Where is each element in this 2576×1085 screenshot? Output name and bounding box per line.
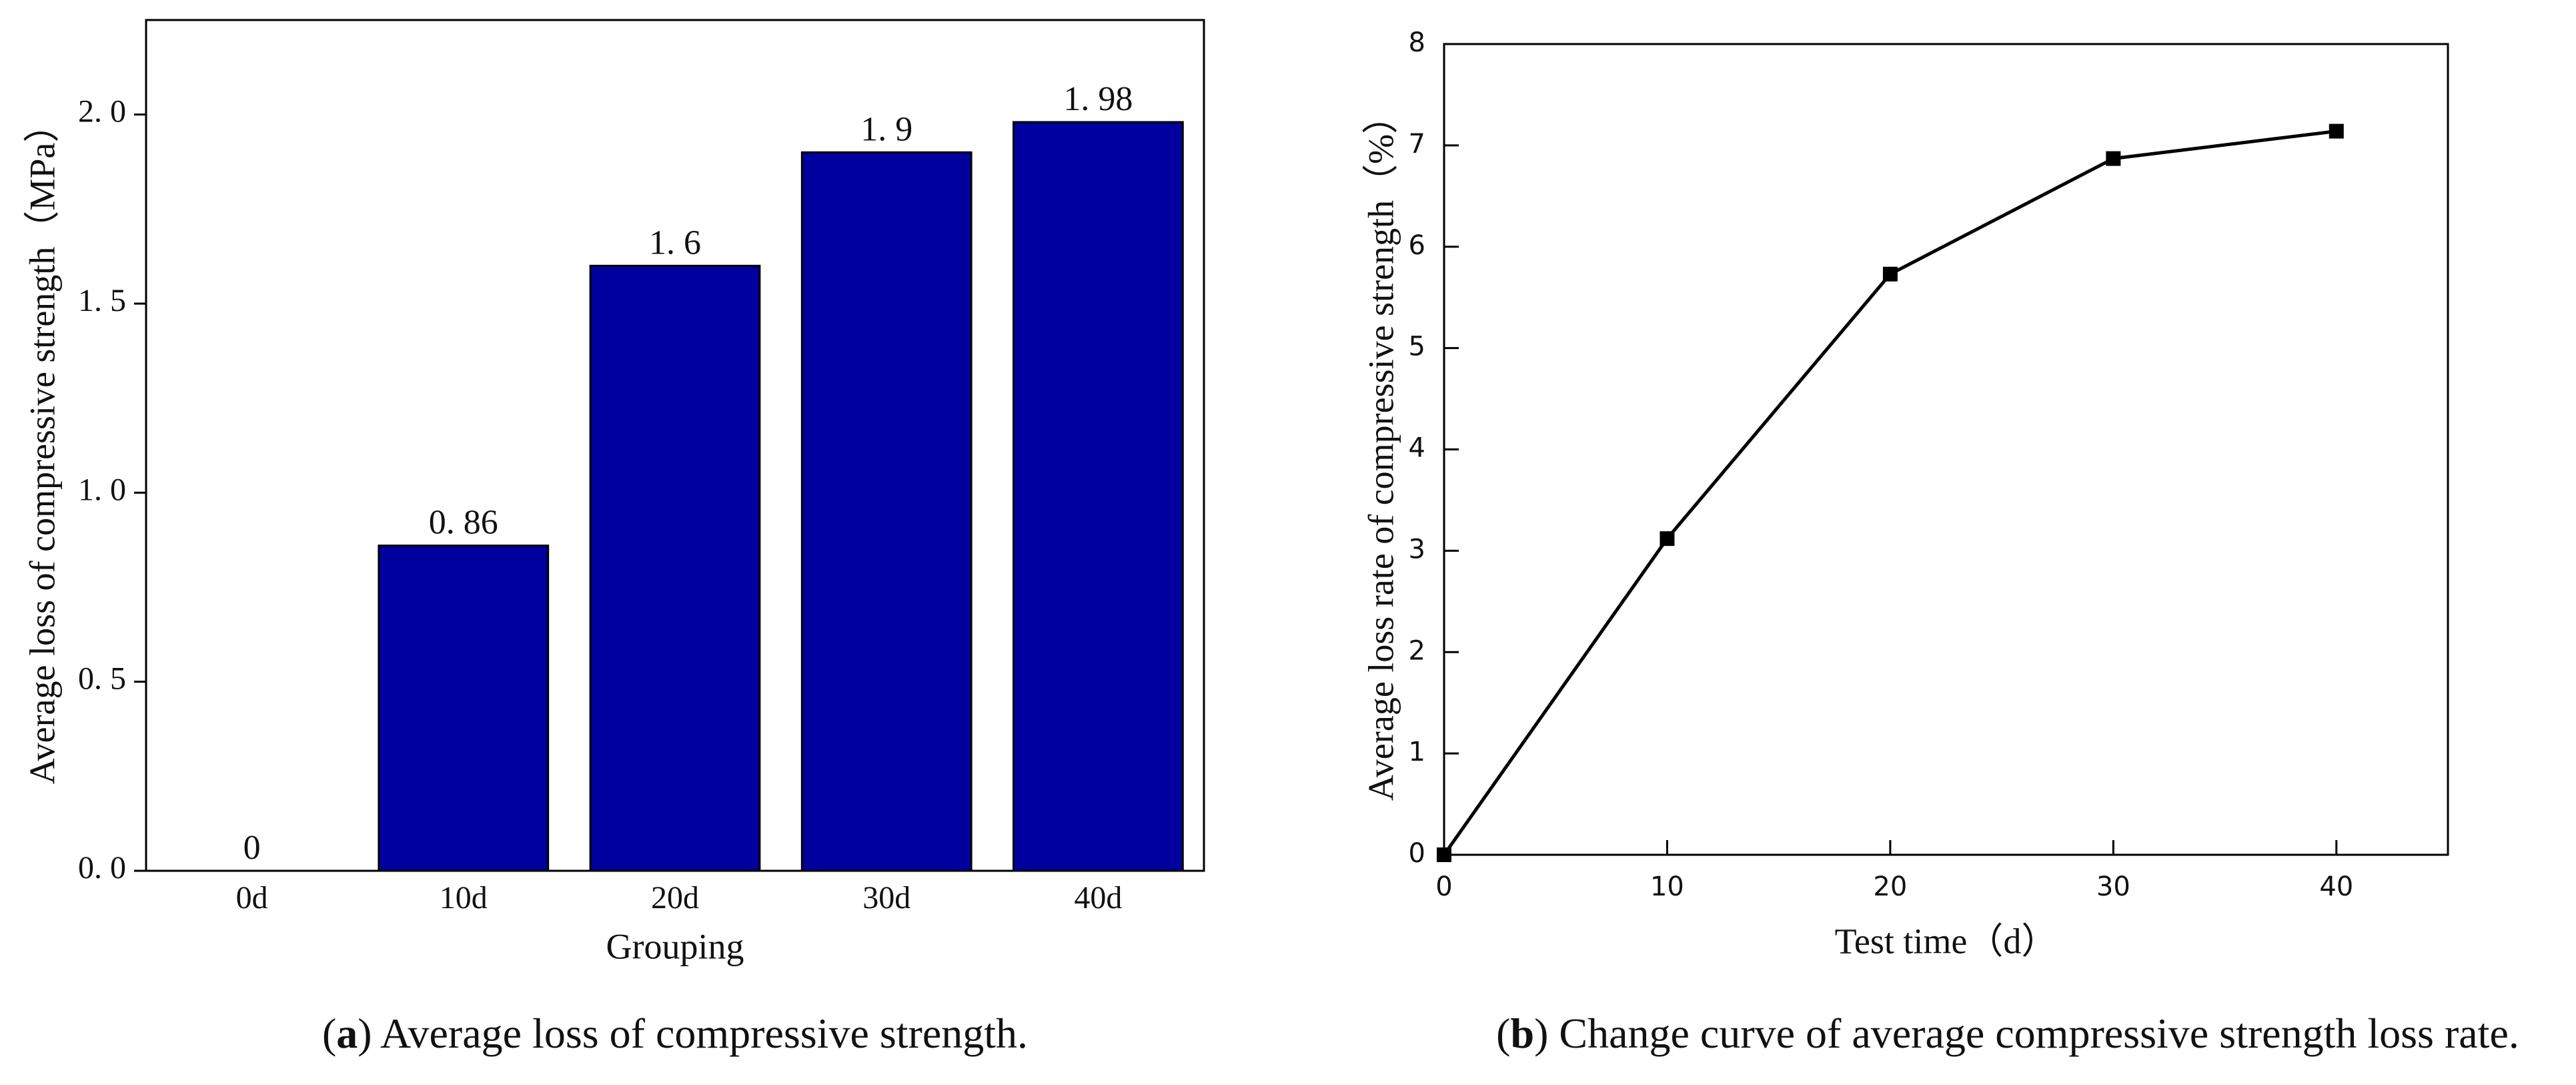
marker (1660, 531, 1675, 547)
y-tick-label: 0. 5 (78, 661, 126, 697)
marker (2329, 123, 2344, 139)
y-tick-label: 0. 0 (78, 850, 126, 885)
y-tick-label: 7 (1409, 129, 1425, 159)
y-tick-label: 0 (1409, 838, 1425, 869)
bar (589, 264, 761, 872)
caption-part: b (1510, 1010, 1534, 1057)
value-label: 1. 98 (1063, 80, 1133, 118)
y-tick-label: 2 (1409, 635, 1425, 666)
bar (1013, 121, 1184, 872)
x-tick-label: 20d (651, 880, 699, 916)
y-tick-label: 8 (1409, 27, 1425, 58)
x-tick-label: 10 (1650, 871, 1684, 902)
x-tick-label: 0d (236, 880, 268, 916)
x-tick-label: 40 (2319, 871, 2353, 902)
x-tick-label: 40d (1074, 880, 1122, 916)
y-tick-label: 5 (1409, 332, 1425, 362)
bar (800, 151, 973, 872)
value-label: 0 (243, 829, 261, 867)
y-tick-label: 6 (1409, 230, 1425, 261)
x-tick-label: 20 (1873, 871, 1907, 902)
value-label: 1. 6 (649, 224, 701, 262)
y-axis-title: Average loss of compressive strength（MPa… (22, 107, 62, 785)
y-tick-label: 1 (1409, 737, 1425, 767)
x-axis-title: Test time（d） (1835, 921, 2058, 961)
x-axis-title: Grouping (606, 926, 744, 966)
y-tick-label: 3 (1409, 534, 1425, 565)
y-tick-label: 1. 5 (78, 283, 126, 318)
value-label: 1. 9 (860, 110, 912, 148)
x-tick-label: 30 (2096, 871, 2130, 902)
chart: 0. 0 0. 5 1. 0 1. 5 2. 0 Grouping Average loss… (22, 19, 1205, 1057)
caption-part: a (336, 1010, 358, 1057)
caption: (a) Average loss of compressive strength… (322, 1010, 1028, 1057)
chart: 0 1 2 3 4 5 6 7 8 Test time（d） Average loss rate o… (1361, 27, 2519, 1057)
value-label: 0. 86 (429, 504, 498, 542)
data-line (1442, 129, 2337, 856)
bar (378, 545, 550, 872)
y-tick-label: 1. 0 (78, 472, 126, 507)
y-tick-label: 4 (1409, 433, 1425, 464)
x-tick-label: 10d (440, 880, 488, 916)
caption-part: ( (1496, 1010, 1510, 1057)
caption-part: ( (322, 1010, 336, 1057)
caption-part: ) Average loss of compressive strength. (358, 1010, 1028, 1057)
caption: (b) Change curve of average compressive … (1496, 1010, 2519, 1057)
marker (1882, 266, 1898, 282)
y-tick-label: 2. 0 (78, 94, 126, 129)
x-tick-label: 0 (1435, 871, 1452, 902)
x-tick-label: 30d (862, 880, 910, 916)
plot-frame (1443, 43, 2449, 856)
marker (1437, 847, 1451, 862)
y-axis-title: Average loss rate of compressive strengt… (1361, 98, 1401, 801)
caption-part: ) Change curve of average compressive st… (1534, 1010, 2519, 1057)
marker (2106, 151, 2121, 166)
